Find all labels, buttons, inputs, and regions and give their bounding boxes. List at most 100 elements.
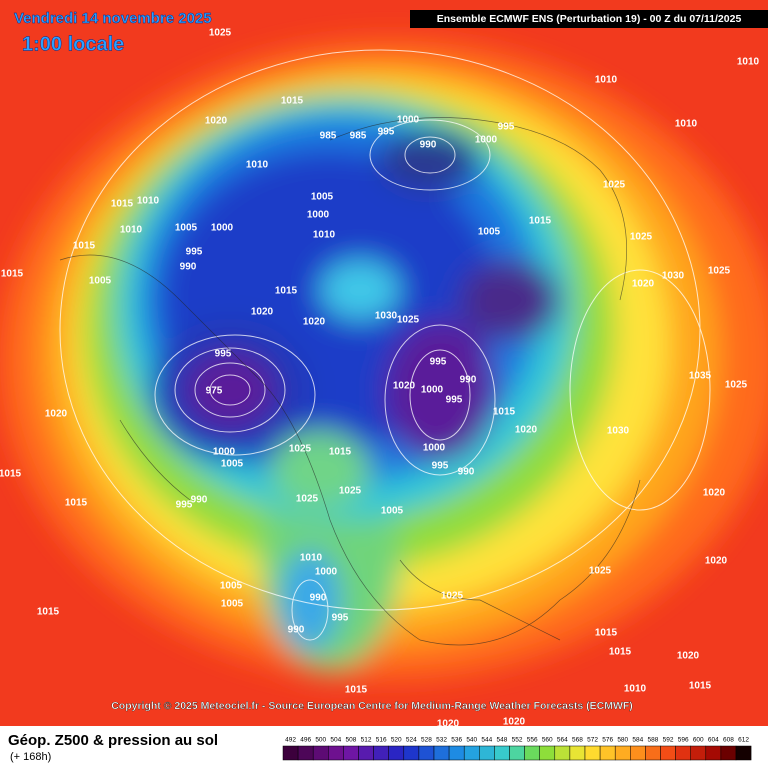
scale-swatch [509,745,525,761]
isobar-label: 995 [446,395,463,406]
isobar-label: 1015 [529,216,552,227]
isobar-label: 990 [191,495,208,506]
isobar-label: 990 [288,625,305,636]
isobar-label: 1025 [289,444,312,455]
scale-swatch [524,745,540,761]
isobar-label: 985 [350,131,367,142]
scale-label: 560 [542,737,553,744]
isobar-label: 1025 [209,28,232,39]
run-banner [410,10,768,28]
isobar-label: 1030 [375,311,398,322]
isobar-label: 1015 [689,681,712,692]
scale-swatch [312,745,329,761]
local-time: 1:00 locale [22,33,124,55]
isobar-label: 1020 [677,651,700,662]
scale-label: 596 [678,737,689,744]
run-info: Ensemble ECMWF ENS (Perturbation 19) - 0… [437,13,742,25]
scale-label: 552 [512,737,523,744]
isobar-label: 1025 [397,315,420,326]
scale-label: 528 [421,737,432,744]
scale-label: 512 [361,737,372,744]
isobar-label: 1020 [437,719,460,730]
isobar-label: 1005 [478,227,501,238]
isobar-label: 1015 [73,241,96,252]
scale-swatch [328,745,344,761]
isobar-label: 1005 [220,581,243,592]
scale-swatch [599,745,616,761]
isobar-label: 995 [378,127,395,138]
isobar-label: 1005 [381,506,404,517]
isobar-label: 1010 [675,119,698,130]
isobar-label: 1030 [607,426,630,437]
isobar-label: 1005 [175,223,198,234]
isobar-label: 1015 [345,685,368,696]
scale-label: 592 [663,737,674,744]
isobar-label: 1000 [213,447,236,458]
isobar-label: 1010 [120,225,143,236]
color-scale: 492 496 500 504 508 512 516 520 524 528 532 536 540 5… [282,737,752,761]
isobar-label: 1015 [0,469,22,480]
isobar-label: 1015 [275,286,298,297]
isobar-label: 995 [430,357,447,368]
scale-label: 500 [315,737,326,744]
scale-label: 544 [481,737,492,744]
scale-swatch [358,745,374,761]
isobar-label: 975 [206,386,223,397]
isobar-label: 1020 [303,317,326,328]
isobar-label: 1015 [37,607,60,618]
isobar-label: 995 [332,613,349,624]
isobar-label: 1005 [311,192,334,203]
scale-label: 524 [406,737,417,744]
height-field [0,40,768,680]
isobar-label: 1010 [313,230,336,241]
isobar-label: 1010 [246,160,269,171]
scale-label: 508 [346,737,357,744]
isobar-label: 995 [186,247,203,258]
isobar-label: 1015 [595,628,618,639]
scale-label: 576 [602,737,613,744]
isobar-label: 1000 [315,567,338,578]
coastlines [59,117,641,646]
isobar-label: 1025 [725,380,748,391]
isobar-label: 990 [180,262,197,273]
scale-swatch [735,745,752,761]
isobar-label: 1025 [441,591,464,602]
isobar-label: 1030 [662,271,685,282]
scale-swatch [645,745,661,761]
scale-label: 516 [376,737,387,744]
scale-label: 532 [436,737,447,744]
scale-swatch [720,745,737,761]
isobar-label: 1020 [703,488,726,499]
isobar-label: 1010 [624,684,647,695]
isobar-label: 1000 [423,443,446,454]
isobar-label: 1005 [221,599,244,610]
isobar-label: 1000 [307,210,330,221]
isobar-label: 1000 [475,135,498,146]
isobar-label: 1035 [689,371,712,382]
isobar-label: 1020 [393,381,416,392]
scale-swatch [675,745,691,761]
scale-label: 536 [451,737,462,744]
isobar-label: 1020 [503,717,526,728]
scale-label: 604 [708,737,719,744]
scale-swatch [433,745,450,761]
isobar-label: 1015 [111,199,134,210]
isobar-label: 1005 [221,459,244,470]
isobar-label: 1020 [515,425,538,436]
scale-label: 504 [330,737,341,744]
isobar-label: 990 [420,140,437,151]
isobar-label: 985 [320,131,337,142]
isobar-label: 990 [310,593,327,604]
scale-swatch [448,745,465,761]
scale-label: 496 [300,737,311,744]
isobar-label: 1020 [45,409,68,420]
isobar-label: 1000 [397,115,420,126]
isobars [59,49,711,641]
scale-swatch [630,745,646,761]
isobar-label: 1010 [137,196,160,207]
isobar-label: 1010 [300,553,323,564]
